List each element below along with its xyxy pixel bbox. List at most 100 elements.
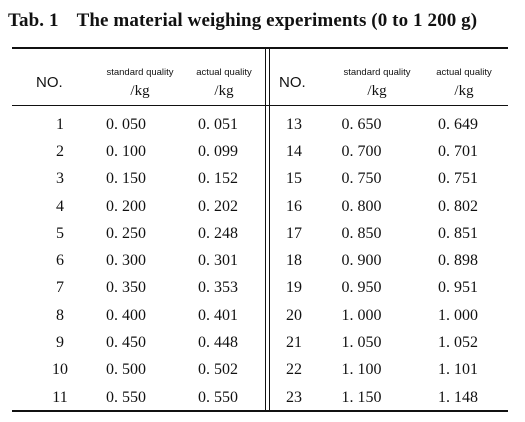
- table-row: 15 0. 750 0. 751: [275, 166, 506, 193]
- row-number: 8: [56, 306, 64, 324]
- actual-value: 0. 051: [198, 115, 238, 133]
- row-number: 23: [286, 388, 302, 406]
- header-unit: /kg: [214, 83, 234, 99]
- row-number: 15: [286, 170, 302, 188]
- row-number: 17: [286, 224, 302, 242]
- standard-value: 1. 150: [341, 388, 382, 406]
- row-number: 16: [286, 197, 302, 215]
- actual-value: 0. 248: [198, 224, 238, 242]
- actual-value: 0. 851: [438, 224, 478, 242]
- header-unit: /kg: [130, 83, 150, 99]
- standard-value: 0. 100: [106, 142, 146, 160]
- table-row: 19 0. 950 0. 951: [275, 275, 506, 302]
- actual-value: 0. 701: [438, 142, 478, 160]
- table-row: 14 0. 700 0. 701: [275, 138, 506, 165]
- standard-value: 0. 950: [341, 279, 382, 297]
- table-row: 1 0. 050 0. 051: [40, 111, 264, 138]
- double-column-separator: [265, 49, 270, 410]
- row-number: 13: [286, 115, 302, 133]
- left-data-table: 1 0. 050 0. 051 2 0. 100 0. 099 3 0. 150 0. 15…: [40, 111, 264, 411]
- actual-value: 0. 202: [198, 197, 238, 215]
- header-rule: [12, 105, 508, 106]
- table-row: 6 0. 300 0. 301: [40, 247, 264, 274]
- actual-value: 0. 502: [198, 361, 238, 379]
- row-number: 21: [286, 334, 302, 352]
- table-row: 2 0. 100 0. 099: [40, 138, 264, 165]
- row-number: 1: [56, 115, 64, 133]
- table-row: 20 1. 000 1. 000: [275, 302, 506, 329]
- actual-value: 0. 649: [438, 115, 478, 133]
- standard-value: 0. 900: [341, 252, 382, 270]
- actual-value: 0. 751: [438, 170, 478, 188]
- actual-value: 0. 448: [198, 334, 238, 352]
- header-actual-label: actual quality: [436, 67, 492, 78]
- actual-value: 0. 301: [198, 252, 238, 270]
- actual-value: 0. 099: [198, 142, 238, 160]
- table-row: 23 1. 150 1. 148: [275, 384, 506, 411]
- row-number: 19: [286, 279, 302, 297]
- row-number: 5: [56, 224, 64, 242]
- top-rule: [12, 47, 508, 49]
- standard-value: 0. 300: [106, 252, 146, 270]
- table-row: 5 0. 250 0. 248: [40, 220, 264, 247]
- standard-value: 0. 750: [341, 170, 382, 188]
- header-actual-right: actual quality /kg: [420, 67, 508, 100]
- bottom-rule: [12, 410, 508, 412]
- actual-value: 1. 101: [438, 361, 478, 379]
- header-actual-left: actual quality /kg: [180, 67, 268, 100]
- standard-value: 0. 350: [106, 279, 146, 297]
- table-row: 11 0. 550 0. 550: [40, 384, 264, 411]
- row-number: 3: [56, 170, 64, 188]
- standard-value: 0. 150: [106, 170, 146, 188]
- standard-value: 0. 250: [106, 224, 146, 242]
- row-number: 6: [56, 252, 64, 270]
- table-row: 13 0. 650 0. 649: [275, 111, 506, 138]
- standard-value: 0. 400: [106, 306, 146, 324]
- row-number: 7: [56, 279, 64, 297]
- table-row: 21 1. 050 1. 052: [275, 329, 506, 356]
- header-standard-right: standard quality /kg: [323, 67, 431, 100]
- standard-value: 1. 100: [341, 361, 382, 379]
- row-number: 2: [56, 142, 64, 160]
- actual-value: 1. 148: [438, 388, 478, 406]
- standard-value: 0. 550: [106, 388, 146, 406]
- actual-value: 1. 000: [438, 306, 478, 324]
- table-caption: Tab. 1 The material weighing experiments …: [8, 10, 477, 32]
- actual-value: 0. 152: [198, 170, 238, 188]
- row-number: 14: [286, 142, 302, 160]
- table-row: 9 0. 450 0. 448: [40, 329, 264, 356]
- header-standard-label: standard quality: [106, 67, 174, 78]
- row-number: 9: [56, 334, 64, 352]
- table-row: 10 0. 500 0. 502: [40, 357, 264, 384]
- table-row: 8 0. 400 0. 401: [40, 302, 264, 329]
- actual-value: 0. 898: [438, 252, 478, 270]
- standard-value: 0. 850: [341, 224, 382, 242]
- header-unit: /kg: [367, 83, 387, 99]
- table-row: 18 0. 900 0. 898: [275, 247, 506, 274]
- actual-value: 0. 401: [198, 306, 238, 324]
- standard-value: 0. 450: [106, 334, 146, 352]
- row-number: 20: [286, 306, 302, 324]
- table-row: 22 1. 100 1. 101: [275, 357, 506, 384]
- standard-value: 1. 000: [341, 306, 382, 324]
- header-standard-left: standard quality /kg: [88, 67, 192, 100]
- header-standard-label: standard quality: [343, 67, 411, 78]
- standard-value: 1. 050: [341, 334, 382, 352]
- standard-value: 0. 700: [341, 142, 382, 160]
- table-row: 16 0. 800 0. 802: [275, 193, 506, 220]
- actual-value: 0. 951: [438, 279, 478, 297]
- header-actual-label: actual quality: [196, 67, 252, 78]
- standard-value: 0. 800: [341, 197, 382, 215]
- right-data-table: 13 0. 650 0. 649 14 0. 700 0. 701 15 0. 750 0.…: [275, 111, 506, 411]
- actual-value: 1. 052: [438, 334, 478, 352]
- header-no-right: NO.: [279, 74, 306, 91]
- table-title: The material weighing experiments (0 to …: [76, 10, 478, 31]
- standard-value: 0. 500: [106, 361, 146, 379]
- row-number: 4: [56, 197, 64, 215]
- header-unit: /kg: [454, 83, 474, 99]
- standard-value: 0. 200: [106, 197, 146, 215]
- row-number: 11: [52, 388, 68, 406]
- header-no-left: NO.: [36, 74, 63, 91]
- actual-value: 0. 802: [438, 197, 478, 215]
- table-row: 4 0. 200 0. 202: [40, 193, 264, 220]
